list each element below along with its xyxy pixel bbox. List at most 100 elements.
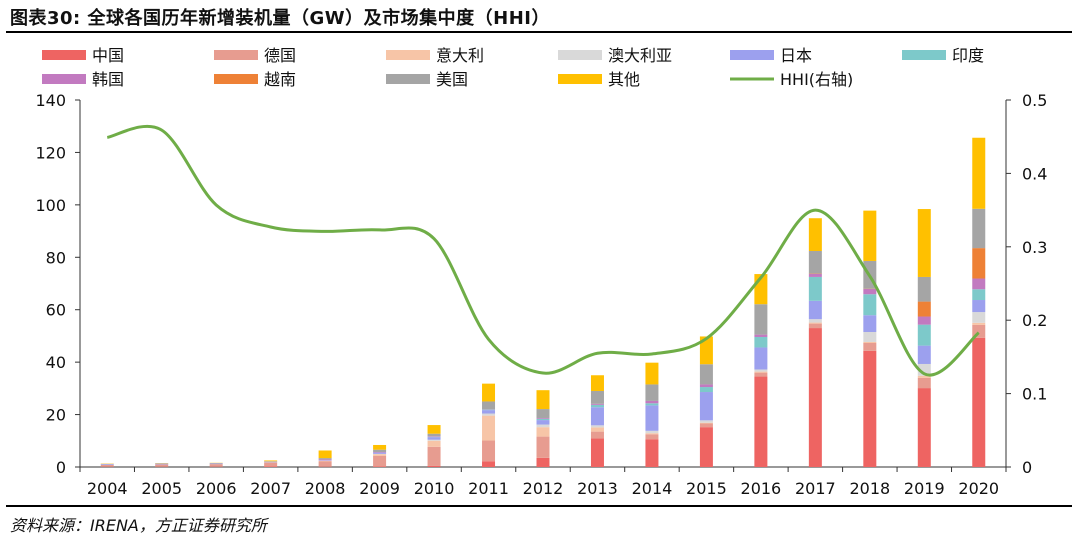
hhi-line: [106, 124, 980, 377]
legend-label-10: HHI(右轴): [780, 70, 853, 89]
top-rule: [6, 31, 1072, 33]
legend-label-1: 德国: [264, 46, 296, 65]
bar-中国-2013: [590, 438, 604, 467]
bar-韩国-2018: [863, 289, 877, 295]
bar-印度-2012: [536, 418, 550, 421]
bar-中国-2014: [645, 439, 659, 467]
bar-澳大利亚-2016: [754, 369, 768, 372]
bar-美国-2020: [972, 208, 986, 249]
y-tick-label: 60: [46, 301, 66, 320]
bar-美国-2013: [590, 390, 604, 404]
legend-swatch-3: [558, 50, 602, 60]
y-tick-label: 120: [35, 143, 66, 162]
bar-德国-2013: [590, 431, 604, 439]
bar-中国-2016: [754, 376, 768, 467]
bar-越南-2019: [917, 301, 931, 317]
bar-日本-2004: [100, 464, 114, 465]
y2-tick-label: 0.4: [1022, 164, 1047, 183]
bar-韩国-2012: [536, 417, 550, 419]
y-tick-label: 80: [46, 248, 66, 267]
bar-日本-2020: [972, 300, 986, 313]
bar-德国-2016: [754, 372, 768, 377]
bar-澳大利亚-2017: [808, 319, 822, 323]
y2-tick-label: 0.3: [1022, 238, 1047, 257]
bar-意大利-2018: [863, 341, 877, 344]
bar-澳大利亚-2018: [863, 331, 877, 342]
bar-德国-2008: [318, 461, 332, 467]
bar-德国-2010: [427, 446, 441, 466]
bar-其他-2008: [318, 450, 332, 459]
bar-日本-2005: [155, 463, 169, 465]
x-tick-label: 2017: [795, 479, 836, 498]
y2-tick-label: 0: [1022, 458, 1032, 477]
bar-越南-2020: [972, 248, 986, 279]
y-tick-label: 140: [35, 91, 66, 110]
x-tick-label: 2011: [468, 479, 509, 498]
bar-德国-2005: [155, 464, 169, 467]
bar-其他-2011: [482, 383, 496, 402]
bar-美国-2010: [427, 433, 441, 437]
bar-印度-2014: [645, 403, 659, 406]
bar-印度-2019: [917, 324, 931, 346]
bar-韩国-2008: [318, 459, 332, 461]
x-tick-label: 2005: [141, 479, 182, 498]
legend-swatch-9: [558, 74, 602, 84]
bar-日本-2012: [536, 420, 550, 425]
bar-澳大利亚-2014: [645, 430, 659, 434]
bar-日本-2008: [318, 460, 332, 461]
legend-label-2: 意大利: [436, 46, 484, 65]
bar-意大利-2012: [536, 427, 550, 437]
bar-澳大利亚-2011: [482, 413, 496, 416]
legend-label-7: 越南: [264, 70, 296, 89]
bar-韩国-2015: [699, 384, 713, 388]
bar-日本-2011: [482, 410, 496, 414]
bar-日本-2018: [863, 315, 877, 332]
bar-美国-2014: [645, 384, 659, 401]
bar-澳大利亚-2010: [427, 439, 441, 441]
bar-美国-2019: [917, 276, 931, 302]
y-tick-label: 20: [46, 406, 66, 425]
x-tick-label: 2008: [305, 479, 346, 498]
bar-其他-2013: [590, 375, 604, 391]
bar-德国-2018: [863, 343, 877, 351]
bar-其他-2014: [645, 362, 659, 385]
bar-澳大利亚-2012: [536, 424, 550, 428]
y2-tick-label: 0.2: [1022, 311, 1047, 330]
x-tick-label: 2016: [741, 479, 782, 498]
legend-swatch-6: [42, 74, 86, 84]
y2-tick-label: 0.1: [1022, 385, 1047, 404]
bar-中国-2009: [373, 466, 387, 467]
bar-其他-2017: [808, 218, 822, 251]
bar-美国-2007: [264, 461, 278, 462]
legend-swatch-8: [386, 74, 430, 84]
bar-中国-2019: [917, 388, 931, 467]
legend-label-3: 澳大利亚: [608, 46, 672, 65]
y2-tick-label: 0.5: [1022, 91, 1047, 110]
legend-swatch-4: [730, 50, 774, 60]
x-tick-label: 2018: [849, 479, 890, 498]
bar-韩国-2010: [427, 436, 441, 437]
legend-label-0: 中国: [92, 46, 124, 65]
bar-美国-2008: [318, 458, 332, 460]
x-tick-label: 2015: [686, 479, 727, 498]
bar-印度-2017: [808, 276, 822, 301]
x-tick-label: 2007: [250, 479, 291, 498]
bar-意大利-2010: [427, 440, 441, 447]
bar-澳大利亚-2015: [699, 420, 713, 423]
bar-其他-2009: [373, 444, 387, 450]
x-tick-label: 2012: [523, 479, 564, 498]
legend-swatch-2: [386, 50, 430, 60]
bar-日本-2006: [209, 463, 223, 465]
bar-其他-2012: [536, 390, 550, 410]
bar-德国-2004: [100, 464, 114, 467]
legend-swatch-0: [42, 50, 86, 60]
bar-意大利-2015: [699, 422, 713, 424]
x-tick-label: 2009: [359, 479, 400, 498]
y-tick-label: 0: [56, 458, 66, 477]
bar-中国-2020: [972, 337, 986, 467]
bar-美国-2012: [536, 409, 550, 418]
legend-label-8: 美国: [436, 70, 468, 89]
bar-日本-2014: [645, 405, 659, 431]
